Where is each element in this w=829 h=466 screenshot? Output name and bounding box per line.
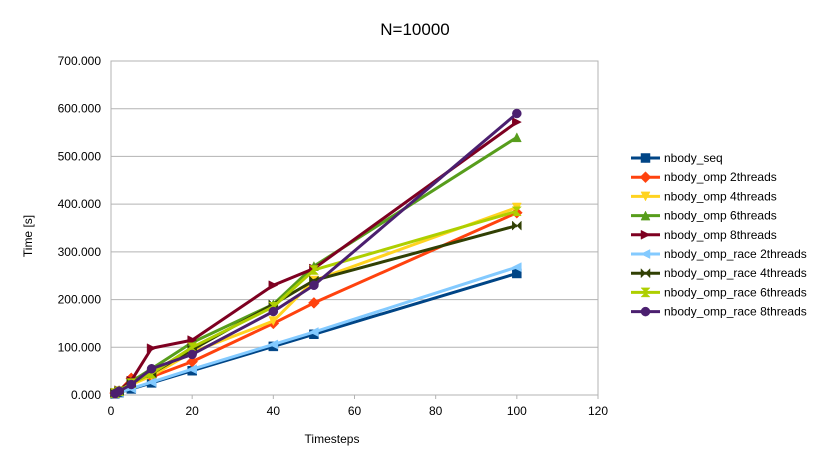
data-point xyxy=(146,364,157,374)
data-point xyxy=(308,297,320,309)
legend-marker xyxy=(640,210,651,221)
data-point xyxy=(512,117,522,127)
y-tick-label: 100.000 xyxy=(58,340,102,354)
data-point xyxy=(309,280,319,291)
legend-marker xyxy=(640,153,651,163)
data-point xyxy=(146,343,157,354)
data-point xyxy=(308,327,319,337)
legend-label: nbody_omp_race 8threads xyxy=(664,305,807,319)
legend-marker xyxy=(640,287,651,298)
legend-label: nbody_omp 4threads xyxy=(664,189,777,203)
x-axis-label: Timesteps xyxy=(305,432,360,446)
y-tick-label: 200.000 xyxy=(58,293,102,307)
x-tick-label: 40 xyxy=(267,404,281,418)
data-point xyxy=(187,364,197,375)
data-point xyxy=(511,206,522,217)
legend-marker xyxy=(639,171,652,184)
data-point xyxy=(187,349,197,360)
x-tick-label: 80 xyxy=(429,404,443,418)
x-tick-label: 20 xyxy=(185,404,199,418)
data-point xyxy=(146,377,157,388)
legend-marker xyxy=(640,268,651,279)
chart-title: N=10000 xyxy=(380,20,449,39)
data-point xyxy=(268,316,279,327)
x-tick-label: 100 xyxy=(507,404,527,418)
data-point xyxy=(511,132,522,143)
legend-label: nbody_omp 2threads xyxy=(664,170,777,184)
data-point xyxy=(268,280,279,291)
legend-marker xyxy=(640,306,651,317)
y-axis-label: Time [s] xyxy=(21,215,35,257)
legend-label: nbody_omp_race 6threads xyxy=(664,285,807,299)
data-point xyxy=(187,335,198,346)
legend-marker xyxy=(640,229,651,240)
legend-label: nbody_seq xyxy=(664,151,723,165)
legend-label: nbody_omp 6threads xyxy=(664,209,777,223)
data-point xyxy=(511,262,522,273)
data-point xyxy=(126,379,137,390)
y-tick-label: 400.000 xyxy=(58,197,102,211)
legend-label: nbody_omp_race 2threads xyxy=(664,247,807,261)
data-point xyxy=(512,108,522,119)
y-tick-label: 600.000 xyxy=(58,102,102,116)
legend-label: nbody_omp_race 4threads xyxy=(664,266,807,280)
data-point xyxy=(268,306,279,317)
legend-marker xyxy=(640,249,651,259)
plot-area: 0.000 100.000 200.000 300.000 400.000 500.000… xyxy=(58,54,609,418)
y-tick-label: 300.000 xyxy=(58,245,102,259)
data-point xyxy=(268,339,279,350)
data-point xyxy=(308,265,320,275)
x-tick-label: 120 xyxy=(588,404,608,418)
x-tick-label: 0 xyxy=(108,404,115,418)
legend: nbody_seq nbody_omp 2threads nbody_omp 4th… xyxy=(631,151,807,319)
plot-border xyxy=(110,60,599,396)
series-line xyxy=(114,136,518,394)
y-tick-label: 700.000 xyxy=(58,54,102,68)
data-point xyxy=(114,386,124,396)
legend-label: nbody_omp 8threads xyxy=(664,228,777,242)
x-tick-label: 60 xyxy=(348,404,362,418)
data-point xyxy=(512,220,522,231)
y-tick-label: 500.000 xyxy=(58,149,102,163)
y-tick-label: 0.000 xyxy=(71,388,101,402)
series-line xyxy=(114,112,518,395)
legend-marker xyxy=(640,191,651,202)
